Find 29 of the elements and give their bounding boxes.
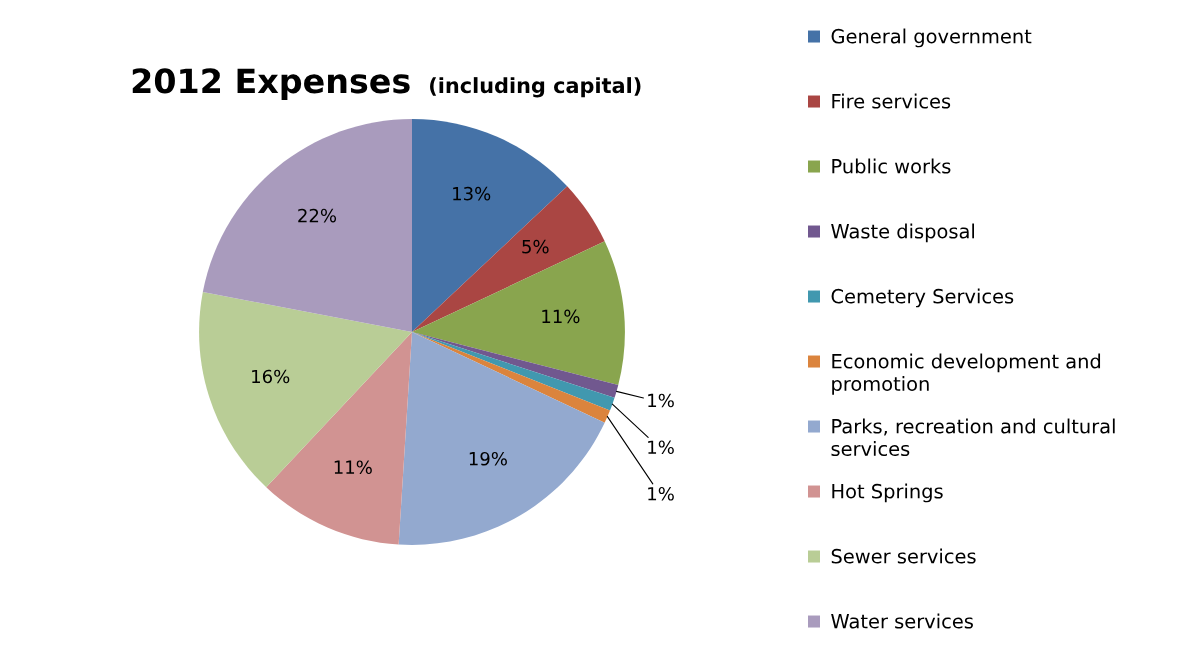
data-label: 19%: [469, 451, 507, 466]
legend-label: Cemetery Services: [831, 288, 1014, 308]
pie-slice: [202, 119, 412, 332]
data-label: 1%: [648, 393, 674, 408]
data-label: 13%: [453, 186, 491, 201]
legend-label: Hot Springs: [832, 483, 943, 503]
data-label: 11%: [542, 309, 580, 324]
pie-slice: [199, 292, 412, 488]
legend-label: Public works: [832, 158, 951, 174]
text: 2012 Expenses: [132, 68, 410, 100]
legend-label: General government: [831, 28, 1032, 48]
legend-label: Waste disposal: [831, 223, 975, 243]
data-label: 5%: [522, 239, 549, 254]
text: (including capital): [430, 77, 641, 98]
pie-slice: [412, 332, 610, 423]
pie-slice: [412, 332, 615, 411]
legend-label: Parks, recreation and cultural services: [831, 418, 1115, 457]
pie-slice: [412, 241, 625, 385]
data-label: 22%: [298, 208, 337, 223]
legend-label: Economic development and promotion: [832, 353, 1101, 395]
data-label: 1%: [648, 440, 674, 455]
legend-label: Sewer services: [831, 548, 976, 564]
legend-label: Fire services: [832, 93, 951, 109]
data-label: 11%: [334, 460, 372, 475]
pie-slice: [412, 186, 605, 332]
legend-label: Water services: [831, 613, 973, 629]
data-label: 1%: [648, 486, 674, 501]
pie-slice: [398, 332, 605, 545]
data-label: 16%: [252, 369, 290, 384]
